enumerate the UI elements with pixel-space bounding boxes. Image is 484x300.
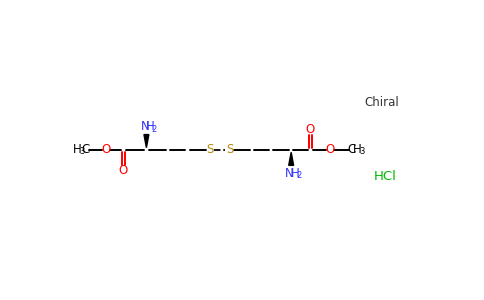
Text: Chiral: Chiral — [364, 97, 399, 110]
Text: S: S — [206, 143, 213, 157]
Text: H: H — [146, 120, 154, 134]
Text: 3: 3 — [79, 147, 84, 156]
Text: 2: 2 — [296, 171, 302, 180]
Text: S: S — [226, 143, 233, 157]
Text: 3: 3 — [359, 147, 365, 156]
Text: N: N — [285, 167, 294, 180]
Text: C: C — [348, 143, 356, 157]
Text: H: H — [353, 143, 362, 157]
Text: O: O — [325, 143, 334, 157]
Text: H: H — [73, 143, 81, 157]
Text: 2: 2 — [151, 125, 157, 134]
Text: O: O — [119, 164, 128, 177]
Text: O: O — [101, 143, 110, 157]
Text: H: H — [291, 167, 300, 180]
Text: N: N — [140, 120, 149, 134]
Polygon shape — [288, 152, 294, 165]
Text: O: O — [306, 123, 315, 136]
Polygon shape — [144, 135, 149, 148]
Text: HCl: HCl — [374, 169, 396, 183]
Text: C: C — [81, 143, 90, 157]
